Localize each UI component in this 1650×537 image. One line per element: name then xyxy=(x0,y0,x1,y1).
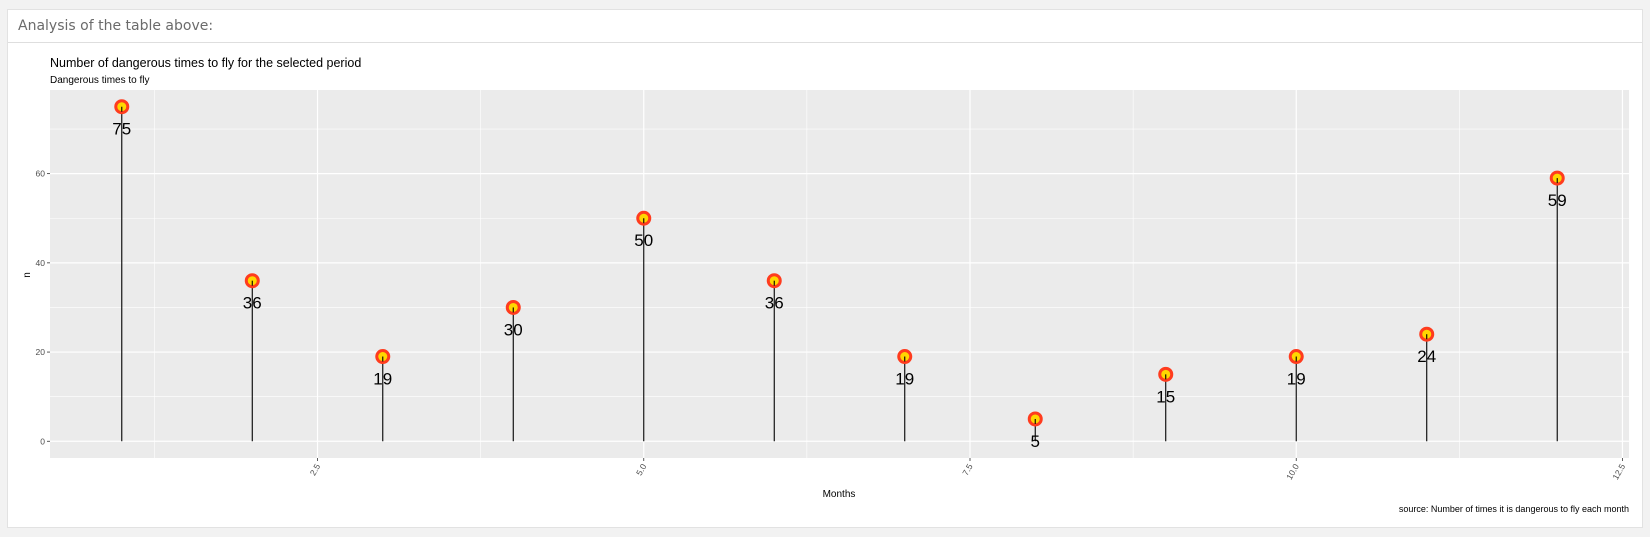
data-label: 36 xyxy=(765,294,784,313)
x-tick-label: 12.5 xyxy=(1610,462,1627,482)
y-tick-label: 20 xyxy=(36,347,46,357)
data-label: 50 xyxy=(634,231,653,250)
x-tick-label: 5.0 xyxy=(634,462,649,477)
data-label: 30 xyxy=(504,320,523,339)
x-tick-label: 7.5 xyxy=(960,462,975,477)
data-label: 36 xyxy=(243,294,262,313)
plot-background xyxy=(50,90,1629,458)
data-label: 19 xyxy=(895,370,914,389)
chart-caption: source: Number of times it is dangerous … xyxy=(1399,504,1629,514)
data-label: 15 xyxy=(1156,387,1175,406)
y-tick-label: 0 xyxy=(40,436,45,446)
x-tick-label: 10.0 xyxy=(1284,462,1301,482)
data-label: 19 xyxy=(373,370,392,389)
chart-title: Number of dangerous times to fly for the… xyxy=(50,56,361,70)
panel-title: Analysis of the table above: xyxy=(8,10,1642,43)
y-tick-label: 40 xyxy=(36,258,46,268)
x-tick-label: 2.5 xyxy=(308,462,323,477)
y-tick-label: 60 xyxy=(36,169,46,179)
data-label: 75 xyxy=(112,120,131,139)
data-label: 59 xyxy=(1548,191,1567,210)
data-label: 5 xyxy=(1031,432,1040,451)
y-axis-label: n xyxy=(22,272,33,278)
data-label: 24 xyxy=(1417,347,1436,366)
plot-area: 0 20 40 60 2.5 5.0 7.5 10.0 12.5 75 36 19 30 50 36 19 5 1… xyxy=(36,90,1629,481)
x-axis-label: Months xyxy=(823,489,856,500)
data-label: 19 xyxy=(1287,370,1306,389)
chart-subtitle: Dangerous times to fly xyxy=(50,75,150,86)
